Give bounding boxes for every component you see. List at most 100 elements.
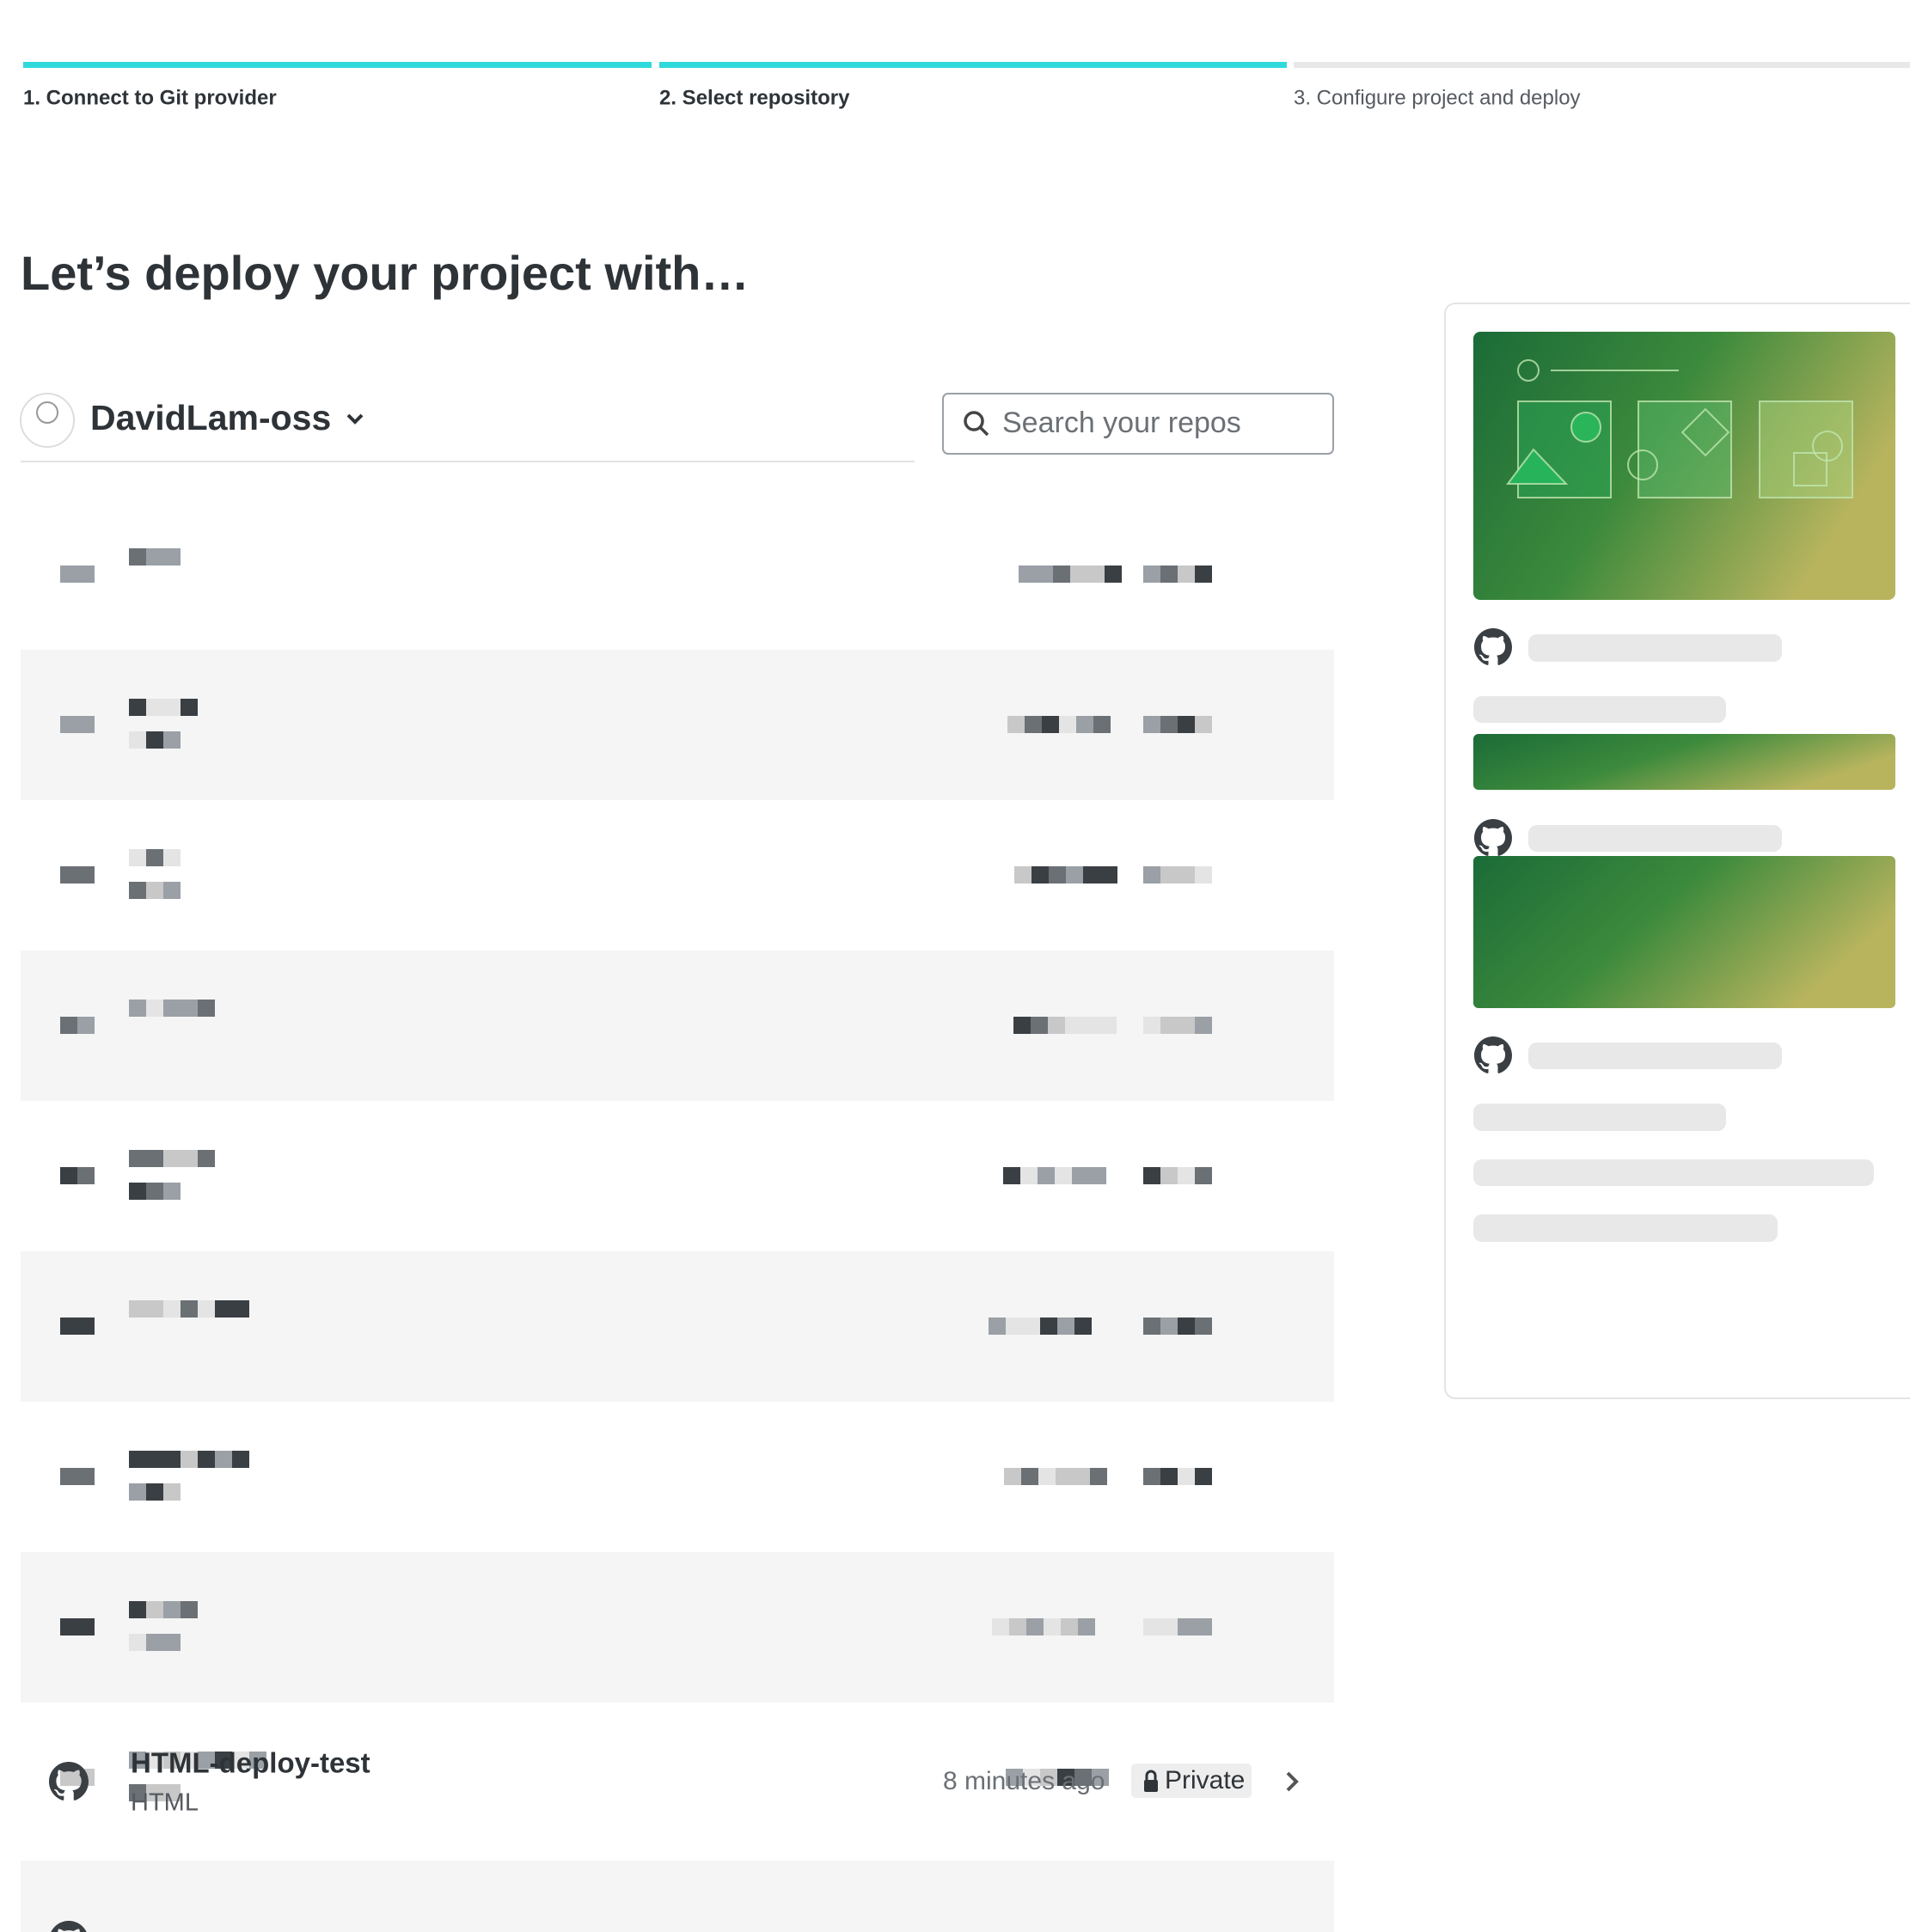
progress-done bbox=[659, 62, 1287, 68]
redacted-block bbox=[77, 566, 95, 583]
redacted-block bbox=[1178, 716, 1195, 733]
search-box[interactable] bbox=[942, 393, 1334, 455]
redacted-block bbox=[1004, 1468, 1021, 1485]
step-label: 1. Connect to Git provider bbox=[23, 86, 277, 109]
progress-done bbox=[23, 62, 652, 68]
redacted-block bbox=[1074, 1769, 1092, 1786]
redacted-block bbox=[1056, 1468, 1073, 1485]
redacted-block bbox=[1042, 716, 1059, 733]
redacted-block bbox=[1023, 1318, 1040, 1335]
redacted-block bbox=[215, 1752, 232, 1769]
search-placeholder: Search your repos bbox=[1002, 407, 1241, 439]
repo-row[interactable] bbox=[21, 1861, 1334, 1932]
redacted-block bbox=[129, 1483, 146, 1501]
redacted-block bbox=[1006, 1769, 1023, 1786]
redacted-block bbox=[1178, 1618, 1195, 1635]
redacted-block bbox=[146, 1000, 163, 1017]
redacted-block bbox=[1089, 1167, 1106, 1184]
redacted-block bbox=[181, 1300, 198, 1318]
redacted-block bbox=[198, 1150, 215, 1167]
redacted-block bbox=[129, 699, 146, 716]
repo-row[interactable] bbox=[21, 499, 1334, 650]
repo-row[interactable] bbox=[21, 951, 1334, 1101]
redacted-block bbox=[77, 1618, 95, 1635]
redacted-block bbox=[60, 1167, 77, 1184]
search-icon bbox=[964, 411, 984, 431]
redacted-block bbox=[129, 1601, 146, 1618]
redacted-block bbox=[1160, 716, 1178, 733]
redacted-block bbox=[129, 1000, 146, 1017]
redacted-block bbox=[1195, 866, 1212, 883]
redacted-block bbox=[1032, 866, 1049, 883]
repo-row[interactable] bbox=[21, 1552, 1334, 1703]
redacted-block bbox=[60, 566, 77, 583]
redacted-block bbox=[163, 699, 181, 716]
redacted-block bbox=[992, 1618, 1009, 1635]
redacted-block bbox=[181, 1150, 198, 1167]
redacted-block bbox=[146, 1752, 163, 1769]
redacted-block bbox=[1023, 1769, 1040, 1786]
redacted-block bbox=[129, 1784, 146, 1801]
repo-language: HTML bbox=[131, 1789, 199, 1817]
preview-illustration bbox=[1506, 359, 1853, 498]
redacted-block bbox=[1195, 566, 1212, 583]
redacted-block bbox=[60, 1769, 77, 1786]
redacted-block bbox=[146, 1601, 163, 1618]
redacted-block bbox=[1073, 1468, 1090, 1485]
redacted-block bbox=[215, 1451, 232, 1468]
redacted-block bbox=[181, 1000, 198, 1017]
redacted-block bbox=[1061, 1618, 1078, 1635]
repo-row[interactable] bbox=[21, 650, 1334, 800]
redacted-block bbox=[1143, 716, 1160, 733]
account-name[interactable]: DavidLam-oss bbox=[90, 398, 331, 437]
redacted-block bbox=[1195, 1017, 1212, 1034]
repo-row[interactable] bbox=[21, 800, 1334, 951]
redacted-block bbox=[1160, 1167, 1178, 1184]
redacted-block bbox=[77, 1017, 95, 1034]
redacted-block bbox=[181, 1451, 198, 1468]
redacted-block bbox=[1059, 716, 1076, 733]
account-chevron[interactable] bbox=[346, 413, 364, 425]
repo-row[interactable] bbox=[21, 1402, 1334, 1552]
redacted-block bbox=[1014, 866, 1032, 883]
redacted-block bbox=[129, 1752, 146, 1769]
redacted-block bbox=[60, 716, 77, 733]
redacted-block bbox=[1178, 866, 1195, 883]
repo-row[interactable] bbox=[21, 1101, 1334, 1251]
row-chevron[interactable] bbox=[1286, 1771, 1299, 1792]
redacted-block bbox=[163, 1000, 181, 1017]
redacted-block bbox=[1160, 566, 1178, 583]
repo-row[interactable] bbox=[21, 1703, 1334, 1853]
redacted-block bbox=[146, 1634, 163, 1651]
redacted-block bbox=[60, 866, 77, 883]
redacted-block bbox=[163, 1150, 181, 1167]
redacted-block bbox=[1083, 866, 1100, 883]
heading: Let’s deploy your project with… bbox=[21, 246, 749, 300]
redacted-block bbox=[1178, 566, 1195, 583]
redacted-block bbox=[1049, 866, 1066, 883]
redacted-block bbox=[1009, 1618, 1026, 1635]
redacted-block bbox=[163, 849, 181, 866]
redacted-block bbox=[163, 1183, 181, 1200]
redacted-block bbox=[1020, 1167, 1038, 1184]
preview-image bbox=[1473, 734, 1895, 790]
repo-row[interactable] bbox=[21, 1251, 1334, 1402]
repo-updated: 8 minutes ago bbox=[943, 1767, 1105, 1795]
redacted-block bbox=[77, 716, 95, 733]
redacted-block bbox=[1100, 866, 1117, 883]
redacted-block bbox=[146, 699, 163, 716]
redacted-block bbox=[1036, 566, 1053, 583]
redacted-block bbox=[1143, 1167, 1160, 1184]
redacted-block bbox=[1021, 1468, 1038, 1485]
redacted-block bbox=[1026, 1618, 1044, 1635]
repo-name[interactable]: HTML-deploy-test bbox=[131, 1747, 370, 1779]
redacted-block bbox=[146, 882, 163, 899]
redacted-block bbox=[163, 1634, 181, 1651]
avatar[interactable] bbox=[20, 393, 75, 448]
redacted-block bbox=[77, 1468, 95, 1485]
redacted-block bbox=[1006, 1318, 1023, 1335]
step-label: 3. Configure project and deploy bbox=[1294, 86, 1581, 109]
redacted-block bbox=[129, 1150, 146, 1167]
redacted-block bbox=[1031, 1017, 1048, 1034]
